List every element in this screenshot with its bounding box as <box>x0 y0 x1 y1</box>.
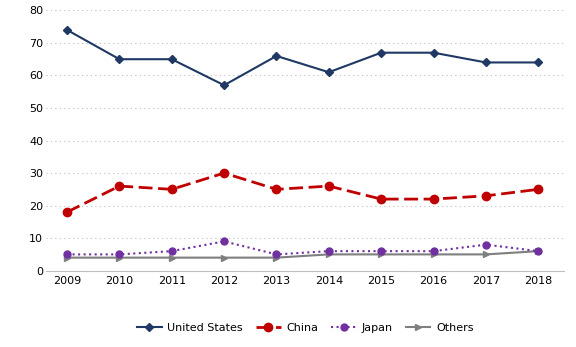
Legend: United States, China, Japan, Others: United States, China, Japan, Others <box>137 323 473 333</box>
